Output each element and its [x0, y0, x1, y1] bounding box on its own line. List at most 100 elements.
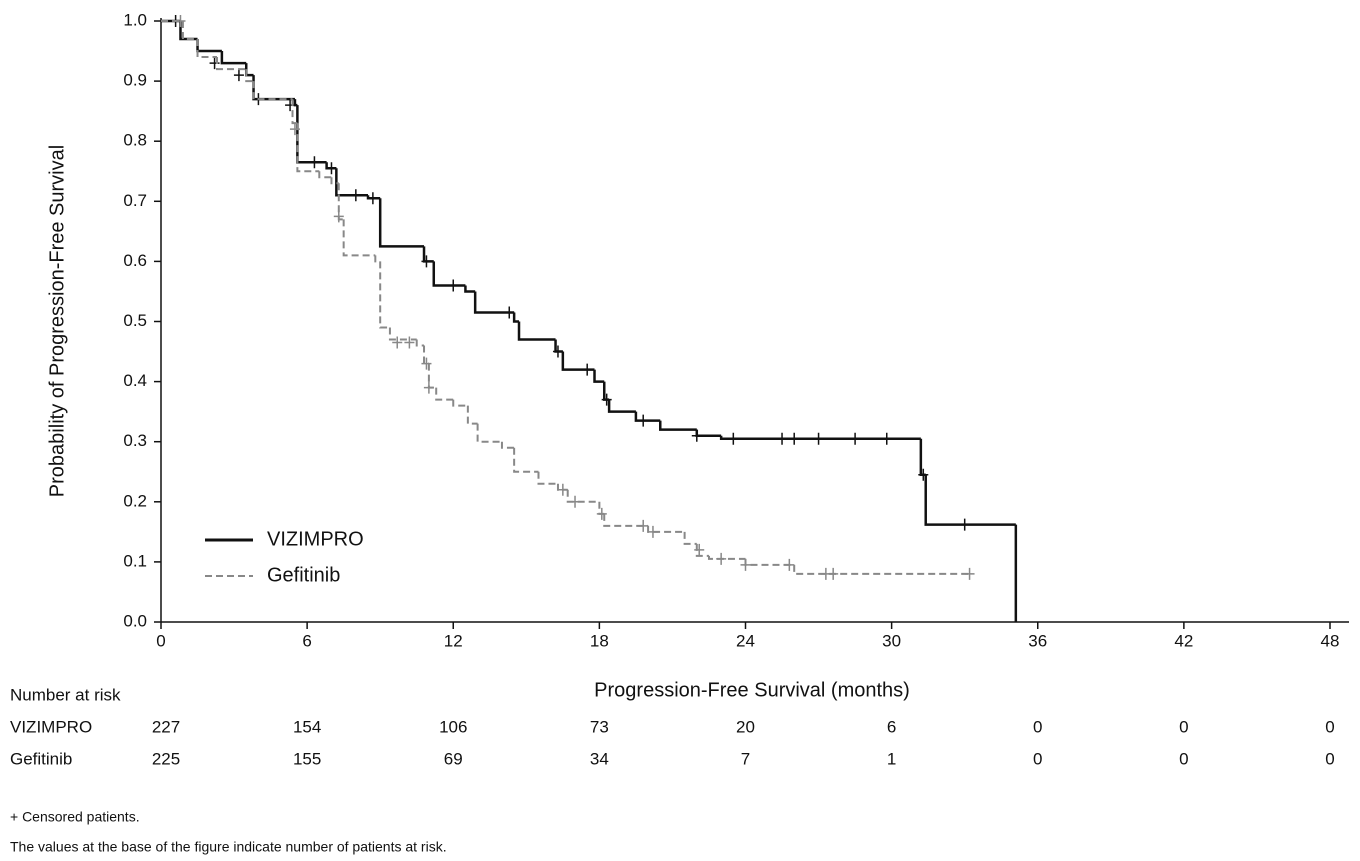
survival-step	[607, 399, 636, 413]
censor-mark	[209, 57, 220, 70]
survival-step	[423, 345, 429, 365]
x-tick-label: 24	[736, 631, 755, 650]
survival-step	[374, 255, 381, 263]
censor-mark	[740, 558, 751, 571]
survival-step	[252, 81, 293, 101]
risk-count: 106	[439, 717, 467, 736]
survival-step	[659, 420, 697, 431]
survival-step	[388, 327, 417, 341]
censor-mark	[175, 15, 186, 27]
x-tick-label: 18	[590, 631, 609, 650]
censor-mark	[964, 567, 975, 580]
censor-mark	[959, 518, 970, 531]
survival-step	[517, 321, 556, 341]
legend-label: VIZIMPRO	[267, 528, 364, 550]
censor-mark	[647, 525, 658, 538]
survival-step	[435, 387, 454, 401]
risk-count: 34	[590, 749, 609, 768]
censor-mark	[777, 432, 788, 445]
survival-step	[603, 513, 649, 527]
x-axis-label: Progression-Free Survival (months)	[594, 679, 910, 701]
y-tick-label: 0.1	[123, 551, 147, 570]
censor-mark	[333, 210, 344, 223]
y-tick-label: 0.2	[123, 491, 147, 510]
survival-step	[252, 75, 295, 101]
survival-step	[432, 261, 466, 287]
censor-mark	[596, 507, 607, 520]
risk-count: 0	[1325, 717, 1334, 736]
survival-step	[634, 411, 661, 422]
survival-step	[181, 21, 198, 41]
survival-step	[378, 198, 425, 248]
survival-step	[695, 429, 722, 437]
survival-step	[342, 219, 376, 257]
risk-row-label: VIZIMPRO	[10, 717, 92, 736]
survival-step	[473, 291, 515, 314]
risk-count: 0	[1325, 749, 1334, 768]
survival-step	[296, 105, 327, 164]
censor-mark	[404, 336, 415, 349]
censor-mark	[367, 192, 378, 205]
survival-step	[291, 99, 298, 125]
risk-count: 155	[293, 749, 321, 768]
legend-label: Gefitinib	[267, 564, 340, 586]
censor-mark	[421, 255, 432, 268]
survival-step	[593, 369, 605, 383]
risk-count: 0	[1179, 749, 1188, 768]
survival-step	[695, 543, 709, 557]
censor-mark	[552, 345, 563, 358]
y-tick-label: 0.6	[123, 251, 147, 270]
survival-step	[512, 312, 520, 323]
censor-mark	[392, 336, 403, 349]
survival-step	[464, 285, 476, 293]
survival-step	[293, 99, 298, 107]
survival-step	[793, 564, 970, 575]
censor-mark	[716, 552, 727, 565]
survival-step	[196, 39, 222, 53]
survival-step	[379, 261, 390, 329]
y-tick-label: 0.8	[123, 131, 147, 150]
censor-mark	[850, 432, 861, 445]
survival-step	[554, 339, 563, 353]
censor-mark	[881, 432, 892, 445]
censor-mark	[423, 381, 434, 394]
y-tick-label: 0.4	[123, 371, 147, 390]
risk-count: 0	[1033, 749, 1042, 768]
x-tick-label: 6	[302, 631, 311, 650]
survival-step	[318, 171, 332, 179]
censor-mark	[638, 414, 649, 427]
y-tick-label: 1.0	[123, 10, 147, 29]
survival-step	[216, 57, 247, 71]
censor-mark	[309, 156, 320, 169]
censor-mark	[638, 519, 649, 532]
risk-count: 73	[590, 717, 609, 736]
y-tick-label: 0.5	[123, 311, 147, 330]
survival-step	[924, 474, 1016, 526]
censor-mark	[582, 363, 593, 376]
survival-step	[683, 531, 697, 545]
y-tick-label: 0.3	[123, 431, 147, 450]
censor-mark	[233, 69, 244, 82]
risk-count: 154	[293, 717, 321, 736]
y-tick-label: 0.9	[123, 71, 147, 90]
x-tick-label: 12	[444, 631, 463, 650]
survival-step	[537, 471, 558, 485]
y-tick-label: 0.0	[123, 611, 147, 630]
censor-mark	[326, 162, 337, 175]
censor-mark	[557, 483, 568, 496]
footnote: + Censored patients.	[10, 809, 140, 825]
censor-mark	[789, 432, 800, 445]
censor-mark	[570, 495, 581, 508]
censor-mark	[601, 393, 612, 406]
censor-mark	[350, 189, 361, 202]
x-tick-label: 36	[1028, 631, 1047, 650]
survival-step	[452, 399, 468, 407]
footnote: The values at the base of the figure ind…	[10, 839, 447, 855]
censor-mark	[421, 357, 432, 370]
survival-step	[427, 363, 437, 389]
censor-mark	[813, 432, 824, 445]
censor-mark	[691, 429, 702, 442]
risk-count: 7	[741, 749, 750, 768]
x-tick-label: 48	[1321, 631, 1340, 650]
